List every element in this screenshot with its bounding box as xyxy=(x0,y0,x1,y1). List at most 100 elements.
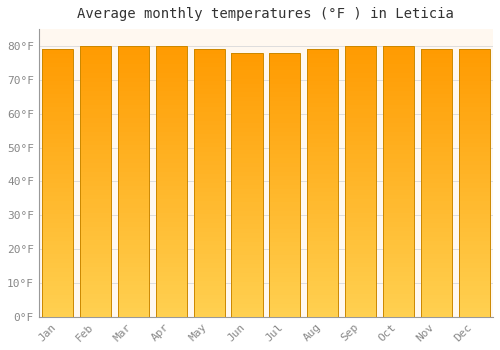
Bar xyxy=(458,183,490,188)
Bar xyxy=(42,161,74,165)
Bar xyxy=(232,238,262,242)
Bar xyxy=(345,50,376,55)
Bar xyxy=(383,186,414,190)
Bar xyxy=(42,174,74,179)
Bar xyxy=(118,114,149,118)
Bar xyxy=(118,46,149,317)
Bar xyxy=(118,276,149,281)
Bar xyxy=(458,80,490,85)
Bar xyxy=(458,143,490,147)
Bar xyxy=(345,299,376,303)
Bar xyxy=(383,213,414,217)
Bar xyxy=(383,105,414,109)
Bar xyxy=(232,233,262,238)
Bar xyxy=(383,226,414,231)
Bar xyxy=(42,228,74,232)
Bar xyxy=(383,127,414,132)
Bar xyxy=(345,132,376,136)
Bar xyxy=(307,268,338,272)
Bar xyxy=(118,73,149,78)
Bar xyxy=(156,177,187,181)
Bar xyxy=(194,294,224,299)
Bar xyxy=(270,260,300,264)
Bar xyxy=(232,268,262,273)
Bar xyxy=(156,294,187,299)
Bar xyxy=(270,110,300,114)
Bar xyxy=(232,145,262,149)
Bar xyxy=(458,286,490,290)
Bar xyxy=(194,116,224,121)
Bar xyxy=(232,172,262,176)
Bar xyxy=(118,86,149,91)
Bar xyxy=(80,262,111,267)
Bar xyxy=(232,185,262,189)
Bar xyxy=(80,199,111,204)
Bar xyxy=(421,58,452,63)
Bar xyxy=(458,170,490,174)
Bar xyxy=(307,54,338,58)
Bar xyxy=(458,276,490,281)
Bar xyxy=(80,285,111,290)
Bar xyxy=(270,62,300,66)
Bar xyxy=(194,85,224,90)
Bar xyxy=(458,210,490,214)
Bar xyxy=(421,112,452,116)
Bar xyxy=(232,277,262,282)
Bar xyxy=(156,69,187,73)
Bar xyxy=(270,127,300,132)
Bar xyxy=(383,240,414,245)
Bar xyxy=(80,114,111,118)
Bar xyxy=(270,189,300,194)
Bar xyxy=(345,195,376,199)
Bar xyxy=(156,186,187,190)
Bar xyxy=(307,219,338,223)
Bar xyxy=(118,105,149,109)
Bar xyxy=(80,136,111,141)
Bar xyxy=(194,80,224,85)
Bar xyxy=(42,94,74,98)
Bar xyxy=(270,238,300,242)
Bar xyxy=(118,163,149,168)
Bar xyxy=(194,250,224,254)
Bar xyxy=(156,236,187,240)
Bar xyxy=(194,143,224,147)
Bar xyxy=(270,145,300,149)
Bar xyxy=(307,237,338,241)
Bar xyxy=(194,103,224,107)
Bar xyxy=(156,123,187,127)
Bar xyxy=(270,88,300,92)
Bar xyxy=(80,46,111,50)
Bar xyxy=(345,168,376,172)
Bar xyxy=(383,159,414,163)
Bar xyxy=(458,205,490,210)
Bar xyxy=(270,251,300,255)
Bar xyxy=(80,118,111,123)
Bar xyxy=(421,210,452,214)
Bar xyxy=(458,147,490,152)
Bar xyxy=(42,116,74,121)
Bar xyxy=(232,220,262,224)
Bar xyxy=(307,254,338,259)
Bar xyxy=(194,286,224,290)
Bar xyxy=(458,299,490,303)
Bar xyxy=(156,217,187,222)
Bar xyxy=(270,202,300,207)
Bar xyxy=(156,46,187,50)
Bar xyxy=(42,143,74,147)
Bar xyxy=(307,49,338,317)
Bar xyxy=(458,188,490,192)
Bar xyxy=(194,147,224,152)
Bar xyxy=(458,54,490,58)
Bar xyxy=(345,141,376,145)
Bar xyxy=(156,281,187,285)
Bar xyxy=(345,55,376,60)
Bar xyxy=(194,196,224,201)
Bar xyxy=(80,186,111,190)
Bar xyxy=(232,299,262,303)
Bar xyxy=(156,240,187,245)
Bar xyxy=(42,165,74,170)
Bar xyxy=(80,217,111,222)
Bar xyxy=(270,163,300,167)
Bar xyxy=(118,136,149,141)
Bar xyxy=(80,294,111,299)
